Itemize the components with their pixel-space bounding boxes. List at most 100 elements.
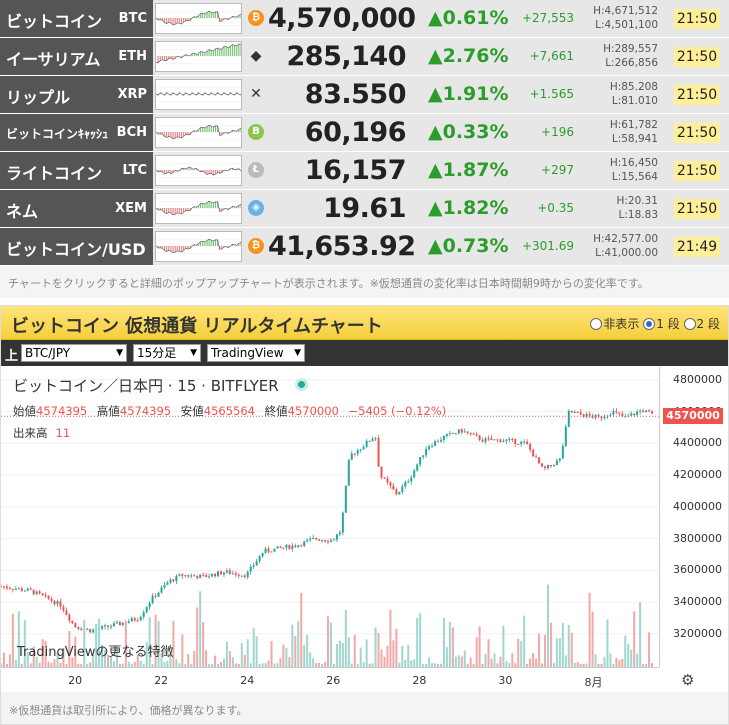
candle (425, 449, 428, 456)
candle (368, 440, 371, 442)
volume-bar (395, 628, 398, 667)
candle (377, 438, 380, 467)
volume-bar (639, 602, 642, 667)
update-time: 21:50 (674, 161, 720, 181)
tradingview-chart[interactable]: ビットコイン／日本円 · 15 · BITFLYER 始値4574395 高値4… (1, 367, 728, 724)
candle (329, 540, 332, 542)
option-2-row[interactable]: 2 段 (683, 317, 720, 331)
candle (567, 410, 570, 427)
volume-bar (338, 640, 341, 667)
high-low: H:85.208 L:81.010 (609, 81, 658, 107)
candle (487, 438, 490, 440)
volume-bar (564, 655, 567, 667)
provider-select[interactable]: TradingView ▼ (207, 344, 305, 362)
coin-name-cell[interactable]: ビットコイン/USD (0, 228, 153, 265)
candle (121, 622, 124, 625)
candle (273, 548, 276, 552)
coin-name-cell[interactable]: ビットコイン BTC (0, 0, 153, 37)
coin-name-cell[interactable]: ビットコインｷｬｯｼｭ BCH (0, 114, 153, 151)
price-axis[interactable]: 3200000 3400000 3600000 3800000 4000000 42000… (659, 367, 728, 667)
volume-bar (115, 646, 118, 667)
ticker-row-eth[interactable]: イーサリアム ETH ◆ 285,140 ▲2.76% +7,661 H:289… (0, 38, 729, 76)
ticker-row-bch[interactable]: ビットコインｷｬｯｼｭ BCH B 60,196 ▲0.33% +196 H:6… (0, 114, 729, 152)
option-1-row[interactable]: 1 段 (643, 317, 680, 331)
coin-name-cell[interactable]: ライトコイン LTC (0, 152, 153, 189)
volume-bar (612, 663, 615, 667)
sparkline-chart[interactable] (155, 79, 242, 110)
volume-bar (579, 663, 582, 667)
volume-bar (327, 616, 329, 667)
tradingview-link[interactable]: TradingViewの更なる特徴 (17, 645, 174, 660)
volume-bar (404, 659, 407, 667)
option-hide[interactable]: 非表示 (590, 317, 639, 331)
candle (53, 601, 56, 605)
time-axis[interactable]: 20 22 24 26 28 30 8月 (1, 667, 659, 693)
candle (582, 414, 585, 417)
volume-bar (154, 614, 157, 667)
sparkline-chart[interactable] (155, 117, 242, 148)
radio-icon[interactable] (683, 318, 696, 330)
sparkline-chart[interactable] (155, 155, 242, 186)
volume-bar (621, 658, 624, 667)
volume-bar (151, 663, 154, 667)
radio-selected-icon[interactable] (643, 318, 656, 330)
sparkline-chart[interactable] (155, 231, 242, 262)
volume-bar (552, 663, 555, 667)
ticker-row-xrp[interactable]: リップル XRP ✕ 83.550 ▲1.91% +1.565 H:85.208… (0, 76, 729, 114)
radio-icon[interactable] (590, 318, 603, 330)
pair-select[interactable]: BTC/JPY ▼ (21, 344, 127, 362)
candle (538, 457, 541, 464)
ticker-row-btc[interactable]: ビットコイン BTC ₿ 4,570,000 ▲0.61% +27,553 H:… (0, 0, 729, 38)
sparkline-chart[interactable] (155, 193, 242, 224)
volume-bar (523, 615, 526, 667)
volume-bar (416, 617, 419, 667)
volume-bar (591, 611, 594, 667)
percent-change: ▲1.87% (428, 159, 509, 181)
candle (297, 545, 300, 547)
volume-bar (422, 663, 425, 667)
candle (47, 595, 50, 599)
candle (612, 411, 615, 415)
sparkline-chart[interactable] (155, 3, 242, 34)
ticker-row-ltc[interactable]: ライトコイン LTC Ł 16,157 ▲1.87% +297 H:16,450… (0, 152, 729, 190)
ticker-row-btcusd[interactable]: ビットコイン/USD ₿ 41,653.92 ▲0.73% +301.69 H:… (0, 228, 729, 266)
volume-bar (561, 622, 564, 667)
volume-bar (219, 662, 222, 667)
candle (460, 429, 463, 433)
candle (312, 537, 315, 539)
volume-bar (44, 641, 47, 667)
coin-name-cell[interactable]: ネム XEM (0, 190, 153, 227)
volume-bar (633, 611, 636, 667)
volume-bar (157, 621, 160, 667)
bitcoin-cash-icon: B (248, 124, 264, 140)
interval-select[interactable]: 15分足 ▼ (133, 344, 201, 362)
volume-bar (252, 628, 255, 667)
candle (101, 626, 104, 629)
volume-bar (267, 660, 270, 667)
price-tick-label: 3800000 (673, 531, 722, 545)
candle (133, 618, 136, 621)
sparkline-chart[interactable] (155, 41, 242, 72)
candlestick-plot[interactable] (1, 367, 659, 667)
volume-bar (544, 634, 547, 667)
volume-bar (47, 661, 50, 667)
gear-icon[interactable]: ⚙ (681, 671, 695, 689)
candle (142, 612, 145, 617)
update-time: 21:50 (674, 123, 720, 143)
candle (26, 588, 29, 591)
candle (104, 625, 107, 627)
candle (436, 441, 439, 443)
candle (214, 573, 217, 577)
coin-name-cell[interactable]: イーサリアム ETH (0, 38, 153, 75)
coin-name-cell[interactable]: リップル XRP (0, 76, 153, 113)
candle (29, 588, 32, 590)
candle (526, 441, 529, 445)
ticker-row-xem[interactable]: ネム XEM ◈ 19.61 ▲1.82% +0.35 H:20.31 L:18.… (0, 190, 729, 228)
volume-bar (178, 663, 181, 667)
volume-bar (190, 663, 193, 667)
candle (359, 449, 362, 451)
candle (642, 410, 645, 412)
volume-bar (199, 591, 202, 667)
coin-symbol: BTC (118, 11, 147, 26)
volume-bar (344, 609, 347, 667)
